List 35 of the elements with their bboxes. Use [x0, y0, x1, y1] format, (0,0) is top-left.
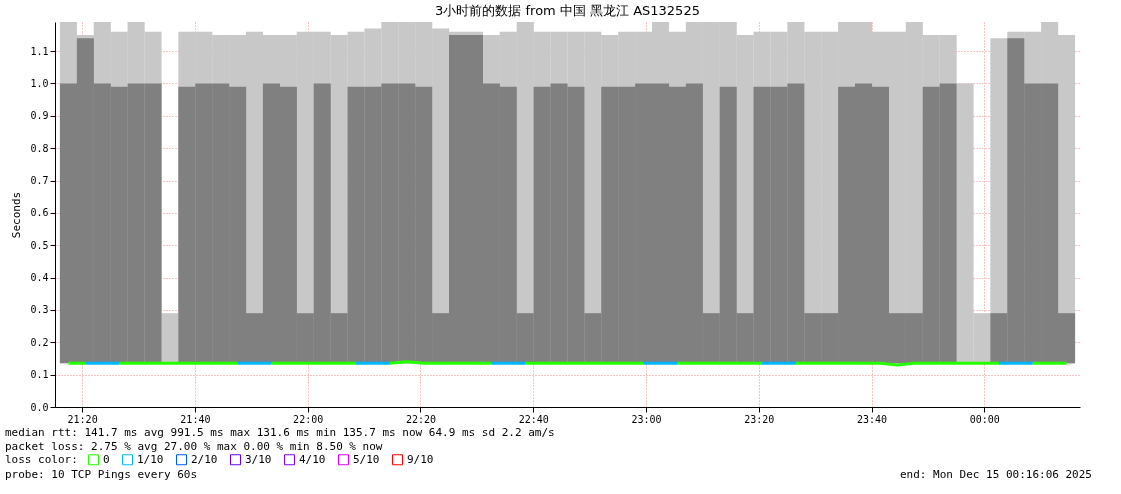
y-tick-label: 0.7: [30, 175, 49, 187]
legend-label: 3/10: [245, 452, 272, 466]
y-tick-label: 0.9: [30, 110, 49, 122]
y-tick-label: 0.4: [30, 272, 49, 284]
x-tick-label: 23:20: [744, 413, 775, 425]
text: packet loss: 2.75 % avg 27.00 % max 0.00 % min 8.50 % now: [5, 440, 383, 453]
x-tick-label: 00:00: [969, 413, 1000, 425]
legend-label: 9/10: [407, 452, 434, 466]
x-tick-label: 22:20: [405, 413, 436, 425]
chart-title: 3小时前的数据 from 中国 黑龙江 AS132525: [435, 3, 700, 18]
x-tick-label: 22:40: [518, 413, 549, 425]
x-tick-label: 22:00: [293, 413, 324, 425]
x-tick-label: 23:40: [857, 413, 888, 425]
y-tick-label: 0.6: [30, 207, 49, 219]
y-tick-label: 0.2: [30, 336, 49, 348]
x-tick-label: 21:40: [180, 413, 211, 425]
y-tick-label: 0.8: [30, 142, 49, 154]
legend-label: 4/10: [299, 452, 326, 466]
y-tick-label: 1.0: [30, 77, 49, 89]
y-tick-label: 0.5: [30, 239, 49, 251]
y-tick-label: 0.3: [30, 304, 49, 316]
legend-label: 1/10: [137, 452, 164, 466]
text: median rtt: 141.7 ms avg 991.5 ms max 131.6 ms min 135.7 ms now 64.9 ms sd 2.2 am/s: [5, 426, 555, 439]
legend-label: 0: [103, 452, 110, 466]
y-tick-label: 1.1: [30, 45, 49, 57]
legend-label: 2/10: [191, 452, 218, 466]
y-tick-label: 0.0: [30, 401, 49, 413]
legend-title: loss color:: [5, 453, 78, 466]
y-tick-label: 0.1: [30, 369, 49, 381]
legend-label: 5/10: [353, 452, 380, 466]
y-axis-title: Seconds: [10, 191, 24, 239]
text: probe: 10 TCP Pings every 60s: [5, 468, 198, 481]
text: end: Mon Dec 15 00:16:06 2025: [899, 468, 1092, 481]
x-tick-label: 23:00: [631, 413, 662, 425]
x-tick-label: 21:20: [67, 413, 98, 425]
